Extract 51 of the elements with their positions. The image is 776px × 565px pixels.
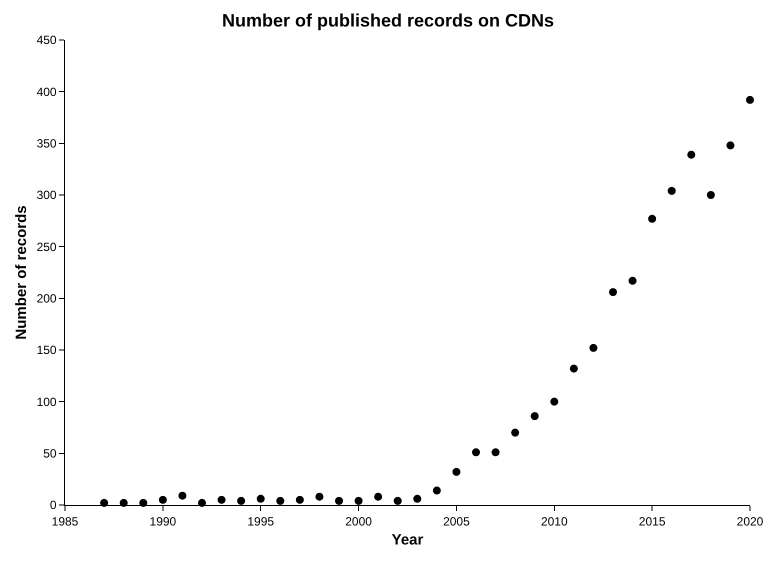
point	[394, 496, 402, 505]
point	[256, 494, 265, 503]
point	[335, 496, 343, 505]
y-axis-title: Number of records	[12, 205, 30, 340]
x-tick-label: 1990	[150, 514, 177, 528]
point	[668, 186, 676, 195]
x-tick-label: 1985	[52, 514, 79, 528]
point	[374, 492, 382, 501]
y-tick-label: 100	[36, 394, 57, 409]
x-axis-title: Year	[392, 531, 424, 548]
point	[687, 150, 696, 159]
point	[315, 492, 324, 501]
y-tick-label: 0	[50, 498, 57, 512]
point	[550, 398, 558, 406]
y-tick-label: 350	[36, 136, 57, 151]
point	[492, 448, 500, 456]
y-tick-label: 450	[36, 33, 57, 48]
x-tick-label: 2000	[345, 514, 372, 528]
point	[354, 496, 363, 505]
point	[648, 214, 656, 223]
x-tick-label: 1995	[247, 514, 274, 528]
y-tick-label: 150	[36, 343, 57, 358]
point	[218, 496, 226, 504]
point	[178, 492, 186, 500]
point	[589, 344, 598, 352]
point	[746, 96, 754, 104]
y-tick-label: 200	[36, 292, 57, 306]
point	[413, 494, 422, 503]
x-tick-label: 2010	[540, 514, 568, 528]
point	[158, 496, 167, 504]
point	[276, 496, 284, 505]
point	[609, 288, 617, 296]
point	[570, 364, 578, 373]
point	[706, 191, 715, 199]
point	[452, 468, 460, 476]
point	[237, 496, 246, 505]
point	[726, 141, 734, 150]
x-tick-label: 2020	[736, 514, 764, 528]
y-tick-label: 50	[43, 446, 57, 461]
x-tick-label: 2005	[443, 514, 470, 528]
point	[296, 496, 304, 504]
x-tick-label: 2015	[638, 514, 666, 528]
point	[530, 412, 539, 420]
y-tick-label: 250	[36, 240, 57, 254]
point	[628, 276, 637, 285]
y-tick-label: 300	[36, 188, 57, 202]
chart-title: Number of published records on CDNs	[222, 10, 554, 31]
point	[511, 428, 520, 437]
point	[472, 448, 480, 456]
point	[432, 486, 441, 495]
y-tick-label: 400	[36, 84, 57, 99]
